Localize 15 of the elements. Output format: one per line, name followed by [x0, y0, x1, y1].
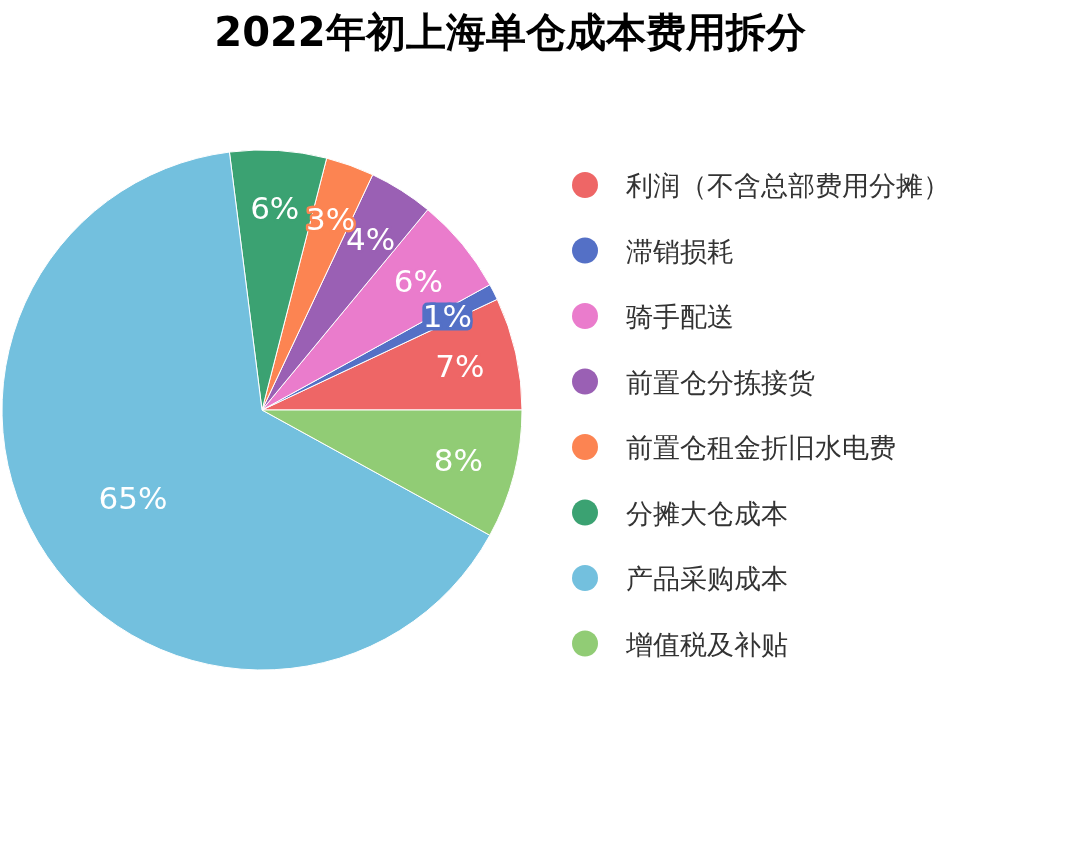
- chart-title: 2022年初上海单仓成本费用拆分: [214, 9, 806, 55]
- legend-label: 利润（不含总部费用分摊）: [626, 170, 950, 201]
- data-label: 1%: [422, 297, 472, 334]
- legend-label: 增值税及补贴: [625, 628, 788, 660]
- legend-label: 前置仓分拣接货: [626, 366, 815, 398]
- data-label: 6%: [393, 262, 443, 299]
- legend-label: 前置仓租金折旧水电费: [626, 432, 896, 463]
- legend-label: 分摊大仓成本: [626, 497, 788, 529]
- data-label: 6%: [250, 189, 300, 226]
- legend-label: 骑手配送: [626, 301, 734, 332]
- data-label: 65%: [98, 479, 168, 516]
- data-label: 7%: [435, 347, 485, 384]
- legend-label: 产品采购成本: [626, 563, 788, 594]
- data-label: 8%: [433, 442, 484, 479]
- legend-label: 滞销损耗: [626, 235, 734, 267]
